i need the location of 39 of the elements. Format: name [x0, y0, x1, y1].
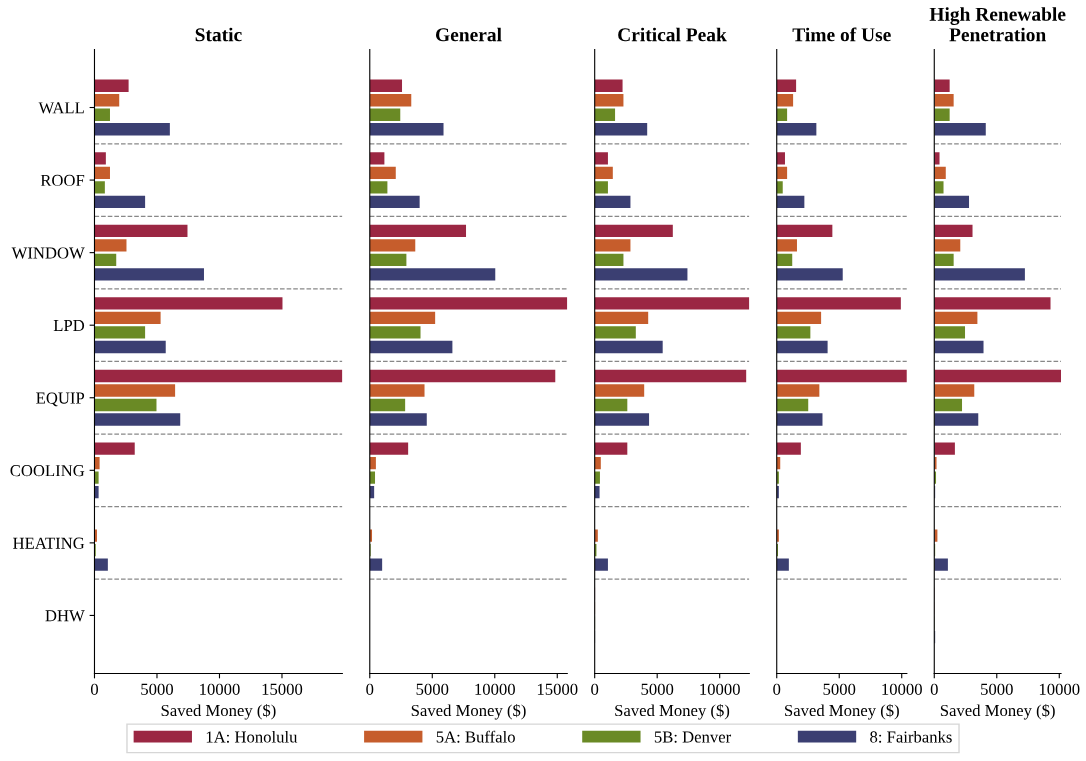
x-axis-title: Saved Money ($): [161, 703, 276, 720]
x-axis-title: Saved Money ($): [411, 703, 526, 720]
chart-title: General: [435, 27, 502, 42]
legend-label: 5B: Denver: [654, 731, 732, 743]
x-tick-label: 10000: [882, 683, 922, 695]
x-axis-title: Saved Money ($): [785, 703, 899, 720]
x-tick-label: 15000: [537, 683, 578, 695]
x-tick-label: 0: [366, 683, 374, 695]
x-tick-label: 0: [773, 683, 781, 695]
x-tick-label: 5000: [981, 683, 1013, 695]
chart-title: High Renewable Penetration: [929, 7, 1066, 42]
y-tick-label: EQUIP: [36, 392, 85, 407]
chart-title: Time of Use: [792, 27, 891, 42]
y-tick-label: WINDOW: [11, 247, 85, 259]
x-tick-label: 0: [591, 683, 599, 695]
y-tick-label: HEATING: [13, 537, 85, 549]
x-tick-label: 0: [930, 683, 938, 695]
legend-label: 8: Fairbanks: [870, 730, 952, 743]
x-axis-title: Saved Money ($): [615, 703, 730, 720]
x-tick-label: 10000: [1039, 683, 1080, 695]
x-tick-label: 5000: [823, 683, 856, 695]
y-tick-label: WALL: [38, 102, 84, 114]
x-tick-label: 5000: [416, 683, 449, 695]
y-tick-label: DHW: [45, 610, 85, 622]
x-tick-label: 15000: [262, 683, 303, 695]
x-tick-label: 0: [90, 683, 99, 695]
y-tick-label: ROOF: [40, 174, 85, 187]
x-axis-title: Saved Money ($): [940, 703, 1055, 720]
y-tick-label: COOLING: [10, 465, 85, 477]
x-tick-label: 10000: [200, 683, 240, 695]
legend-label: 5A: Buffalo: [436, 730, 515, 743]
x-tick-label: 10000: [700, 683, 740, 695]
chart-title: Critical Peak: [618, 27, 727, 42]
x-tick-label: 5000: [641, 683, 674, 695]
chart-title: Static: [195, 27, 242, 42]
x-tick-label: 5000: [141, 683, 174, 695]
y-tick-label: LPD: [53, 320, 85, 332]
legend-label: 1A: Honolulu: [206, 730, 298, 743]
x-tick-label: 10000: [475, 683, 515, 695]
